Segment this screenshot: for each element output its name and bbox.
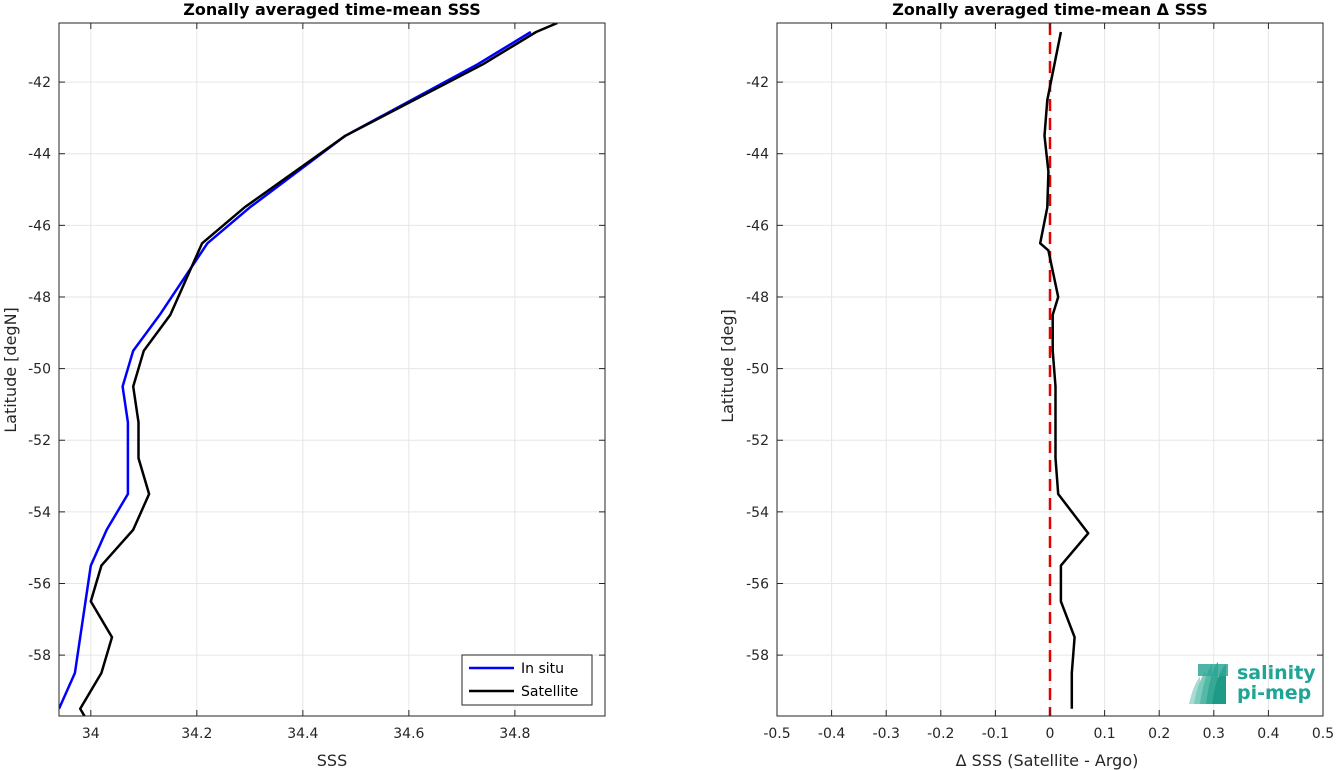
axes-box-left — [58, 22, 606, 717]
x-tick-label: 34.2 — [181, 726, 212, 742]
wave-logo-icon — [1189, 662, 1228, 704]
x-tick-label: -0.1 — [982, 726, 1009, 742]
x-tick-label: 34 — [82, 726, 100, 742]
y-tick-label: -44 — [28, 147, 51, 163]
x-tick-label: 0.1 — [1093, 726, 1115, 742]
x-tick-label: 0.4 — [1257, 726, 1279, 742]
logo-text-pi-mep: pi-mep — [1237, 682, 1311, 704]
y-axis-label-right: Latitude [deg] — [718, 309, 737, 423]
y-tick-label: -44 — [746, 147, 769, 163]
x-tick-label: -0.3 — [873, 726, 900, 742]
panel-right-delta-sss: Zonally averaged time-mean Δ SSS -0.5 -0.… — [718, 0, 1334, 770]
y-tick-label: -54 — [746, 505, 769, 521]
series-line-in-situ — [59, 30, 532, 710]
y-tick-label: -56 — [746, 576, 769, 592]
y-tick-label: -48 — [28, 290, 51, 306]
y-tick-label: -46 — [28, 218, 51, 234]
x-tick-label: 0.3 — [1203, 726, 1225, 742]
y-tick-label: -50 — [28, 362, 51, 378]
ticks-left: 34 34.2 34.4 34.6 34.8 -58 -56 -54 -52 -50 -48 -46 -… — [28, 23, 605, 742]
y-tick-label: -42 — [28, 75, 51, 91]
y-tick-label: -50 — [746, 362, 769, 378]
panel-left-sss: Zonally averaged time-mean SSS 34 34.2 34.… — [1, 0, 606, 770]
series-line-delta-sss — [1038, 31, 1090, 709]
legend-box — [461, 654, 593, 706]
y-tick-label: -52 — [28, 433, 51, 449]
lines-right — [1038, 23, 1090, 716]
y-tick-label: -42 — [746, 75, 769, 91]
x-tick-label: 0.2 — [1148, 726, 1170, 742]
y-tick-label: -54 — [28, 505, 51, 521]
y-tick-label: -52 — [746, 433, 769, 449]
x-axis-label-left: SSS — [317, 751, 347, 770]
x-tick-label: -0.2 — [927, 726, 954, 742]
ticks-right: -0.5 -0.4 -0.3 -0.2 -0.1 0 0.1 0.2 0.3 0.4 0.5 -58 -… — [746, 23, 1334, 742]
logo-text-salinity: salinity — [1237, 662, 1316, 684]
y-tick-label: -46 — [746, 218, 769, 234]
y-tick-label: -58 — [746, 648, 769, 664]
lines-left — [59, 23, 558, 716]
y-tick-label: -58 — [28, 648, 51, 664]
chart-title-right: Zonally averaged time-mean Δ SSS — [892, 0, 1208, 19]
legend-label-in-situ: In situ — [521, 661, 564, 677]
y-tick-label: -48 — [746, 290, 769, 306]
y-axis-label-left: Latitude [degN] — [1, 307, 20, 433]
grid-left — [59, 23, 605, 716]
x-tick-label: -0.4 — [818, 726, 845, 742]
series-line-satellite — [78, 23, 558, 716]
x-tick-label: 34.8 — [499, 726, 530, 742]
salinity-pi-mep-logo: salinity pi-mep — [1189, 662, 1316, 704]
legend: In situ Satellite — [461, 654, 593, 706]
x-axis-label-right: Δ SSS (Satellite - Argo) — [956, 751, 1139, 770]
x-tick-label: -0.5 — [763, 726, 790, 742]
x-tick-label: 0 — [1046, 726, 1055, 742]
legend-label-satellite: Satellite — [521, 684, 578, 700]
chart-title-left: Zonally averaged time-mean SSS — [183, 0, 481, 19]
x-tick-label: 0.5 — [1312, 726, 1334, 742]
x-tick-label: 34.4 — [287, 726, 318, 742]
y-tick-label: -56 — [28, 576, 51, 592]
x-tick-label: 34.6 — [393, 726, 424, 742]
